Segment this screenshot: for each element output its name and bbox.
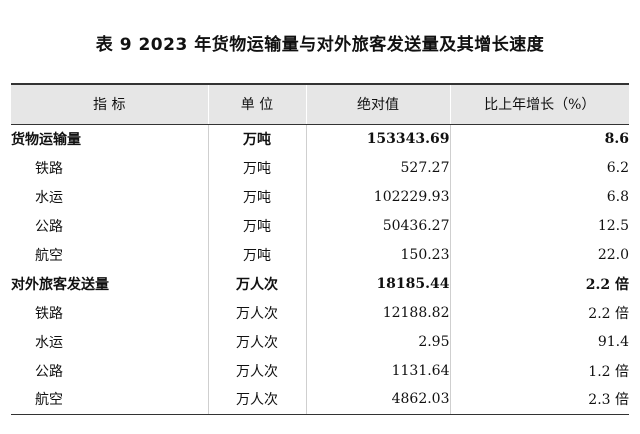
row-unit-cell: 万吨 — [207, 211, 306, 240]
row-growth-cell: 2.2 倍 — [449, 298, 629, 327]
row-growth-cell: 2.2 倍 — [449, 269, 629, 298]
row-value-cell: 18185.44 — [305, 269, 450, 298]
table-row: 铁路 万吨 527.27 6.2 — [11, 153, 629, 182]
table-row: 航空 万吨 150.23 22.0 — [11, 240, 629, 269]
row-value-cell: 102229.93 — [305, 182, 450, 211]
header-unit: 单 位 — [207, 83, 306, 125]
row-unit-cell: 万吨 — [207, 182, 306, 211]
row-value-cell: 2.95 — [305, 327, 450, 356]
table-title: 表 9 2023 年货物运输量与对外旅客发送量及其增长速度 — [95, 35, 545, 55]
row-value-cell: 4862.03 — [305, 385, 450, 415]
row-growth-cell: 6.2 — [449, 153, 629, 182]
row-unit-cell: 万人次 — [207, 298, 306, 327]
row-name-cell: 航空 — [11, 385, 208, 415]
row-name-cell: 公路 — [35, 218, 63, 235]
row-value-cell: 1131.64 — [305, 356, 450, 385]
header-row: 指 标 单 位 绝对值 比上年增长（%） — [11, 83, 629, 125]
table-row: 对外旅客发送量 万人次 18185.44 2.2 倍 — [11, 269, 629, 298]
row-value-cell: 12188.82 — [305, 298, 450, 327]
table-row: 公路 万人次 1131.64 1.2 倍 — [11, 356, 629, 385]
table-row: 货物运输量 万吨 153343.69 8.6 — [11, 124, 629, 153]
row-name-cell: 铁路 — [35, 305, 63, 322]
row-growth-cell: 1.2 倍 — [449, 356, 629, 385]
row-growth-cell: 8.6 — [449, 124, 629, 153]
table-row: 公路 万吨 50436.27 12.5 — [11, 211, 629, 240]
row-name-cell: 铁路 — [35, 160, 63, 177]
row-name-cell: 航空 — [35, 247, 63, 264]
row-growth-cell: 6.8 — [449, 182, 629, 211]
row-value-cell: 150.23 — [305, 240, 450, 269]
row-unit-cell: 万吨 — [207, 153, 306, 182]
row-growth-cell: 2.3 倍 — [449, 385, 629, 415]
row-value-cell: 153343.69 — [305, 124, 450, 153]
row-unit-cell: 万人次 — [207, 356, 306, 385]
row-unit-cell: 万人次 — [207, 385, 306, 415]
row-growth-cell: 12.5 — [449, 211, 629, 240]
row-value-cell: 527.27 — [305, 153, 450, 182]
row-unit-cell: 万吨 — [207, 124, 306, 153]
row-growth-cell: 91.4 — [449, 327, 629, 356]
row-unit-cell: 万吨 — [207, 240, 306, 269]
table-row: 航空 万人次 4862.03 2.3 倍 — [11, 385, 629, 415]
header-value: 绝对值 — [305, 83, 450, 125]
row-name-cell: 货物运输量 — [11, 131, 81, 148]
row-growth-cell: 22.0 — [449, 240, 629, 269]
row-name-cell: 水运 — [35, 334, 63, 351]
header-indicator: 指 标 — [11, 83, 208, 125]
transport-table: 指 标 单 位 绝对值 比上年增长（%） 货物运输量 万吨 153343.69 8.6… — [11, 83, 629, 415]
row-value-cell: 50436.27 — [305, 211, 450, 240]
row-unit-cell: 万人次 — [207, 269, 306, 298]
row-name-cell: 对外旅客发送量 — [11, 276, 109, 293]
row-name-cell: 公路 — [35, 363, 63, 380]
table-row: 铁路 万人次 12188.82 2.2 倍 — [11, 298, 629, 327]
row-name-cell: 水运 — [35, 189, 63, 206]
table-row: 水运 万吨 102229.93 6.8 — [11, 182, 629, 211]
header-growth: 比上年增长（%） — [449, 83, 629, 125]
table-row: 水运 万人次 2.95 91.4 — [11, 327, 629, 356]
row-unit-cell: 万人次 — [207, 327, 306, 356]
